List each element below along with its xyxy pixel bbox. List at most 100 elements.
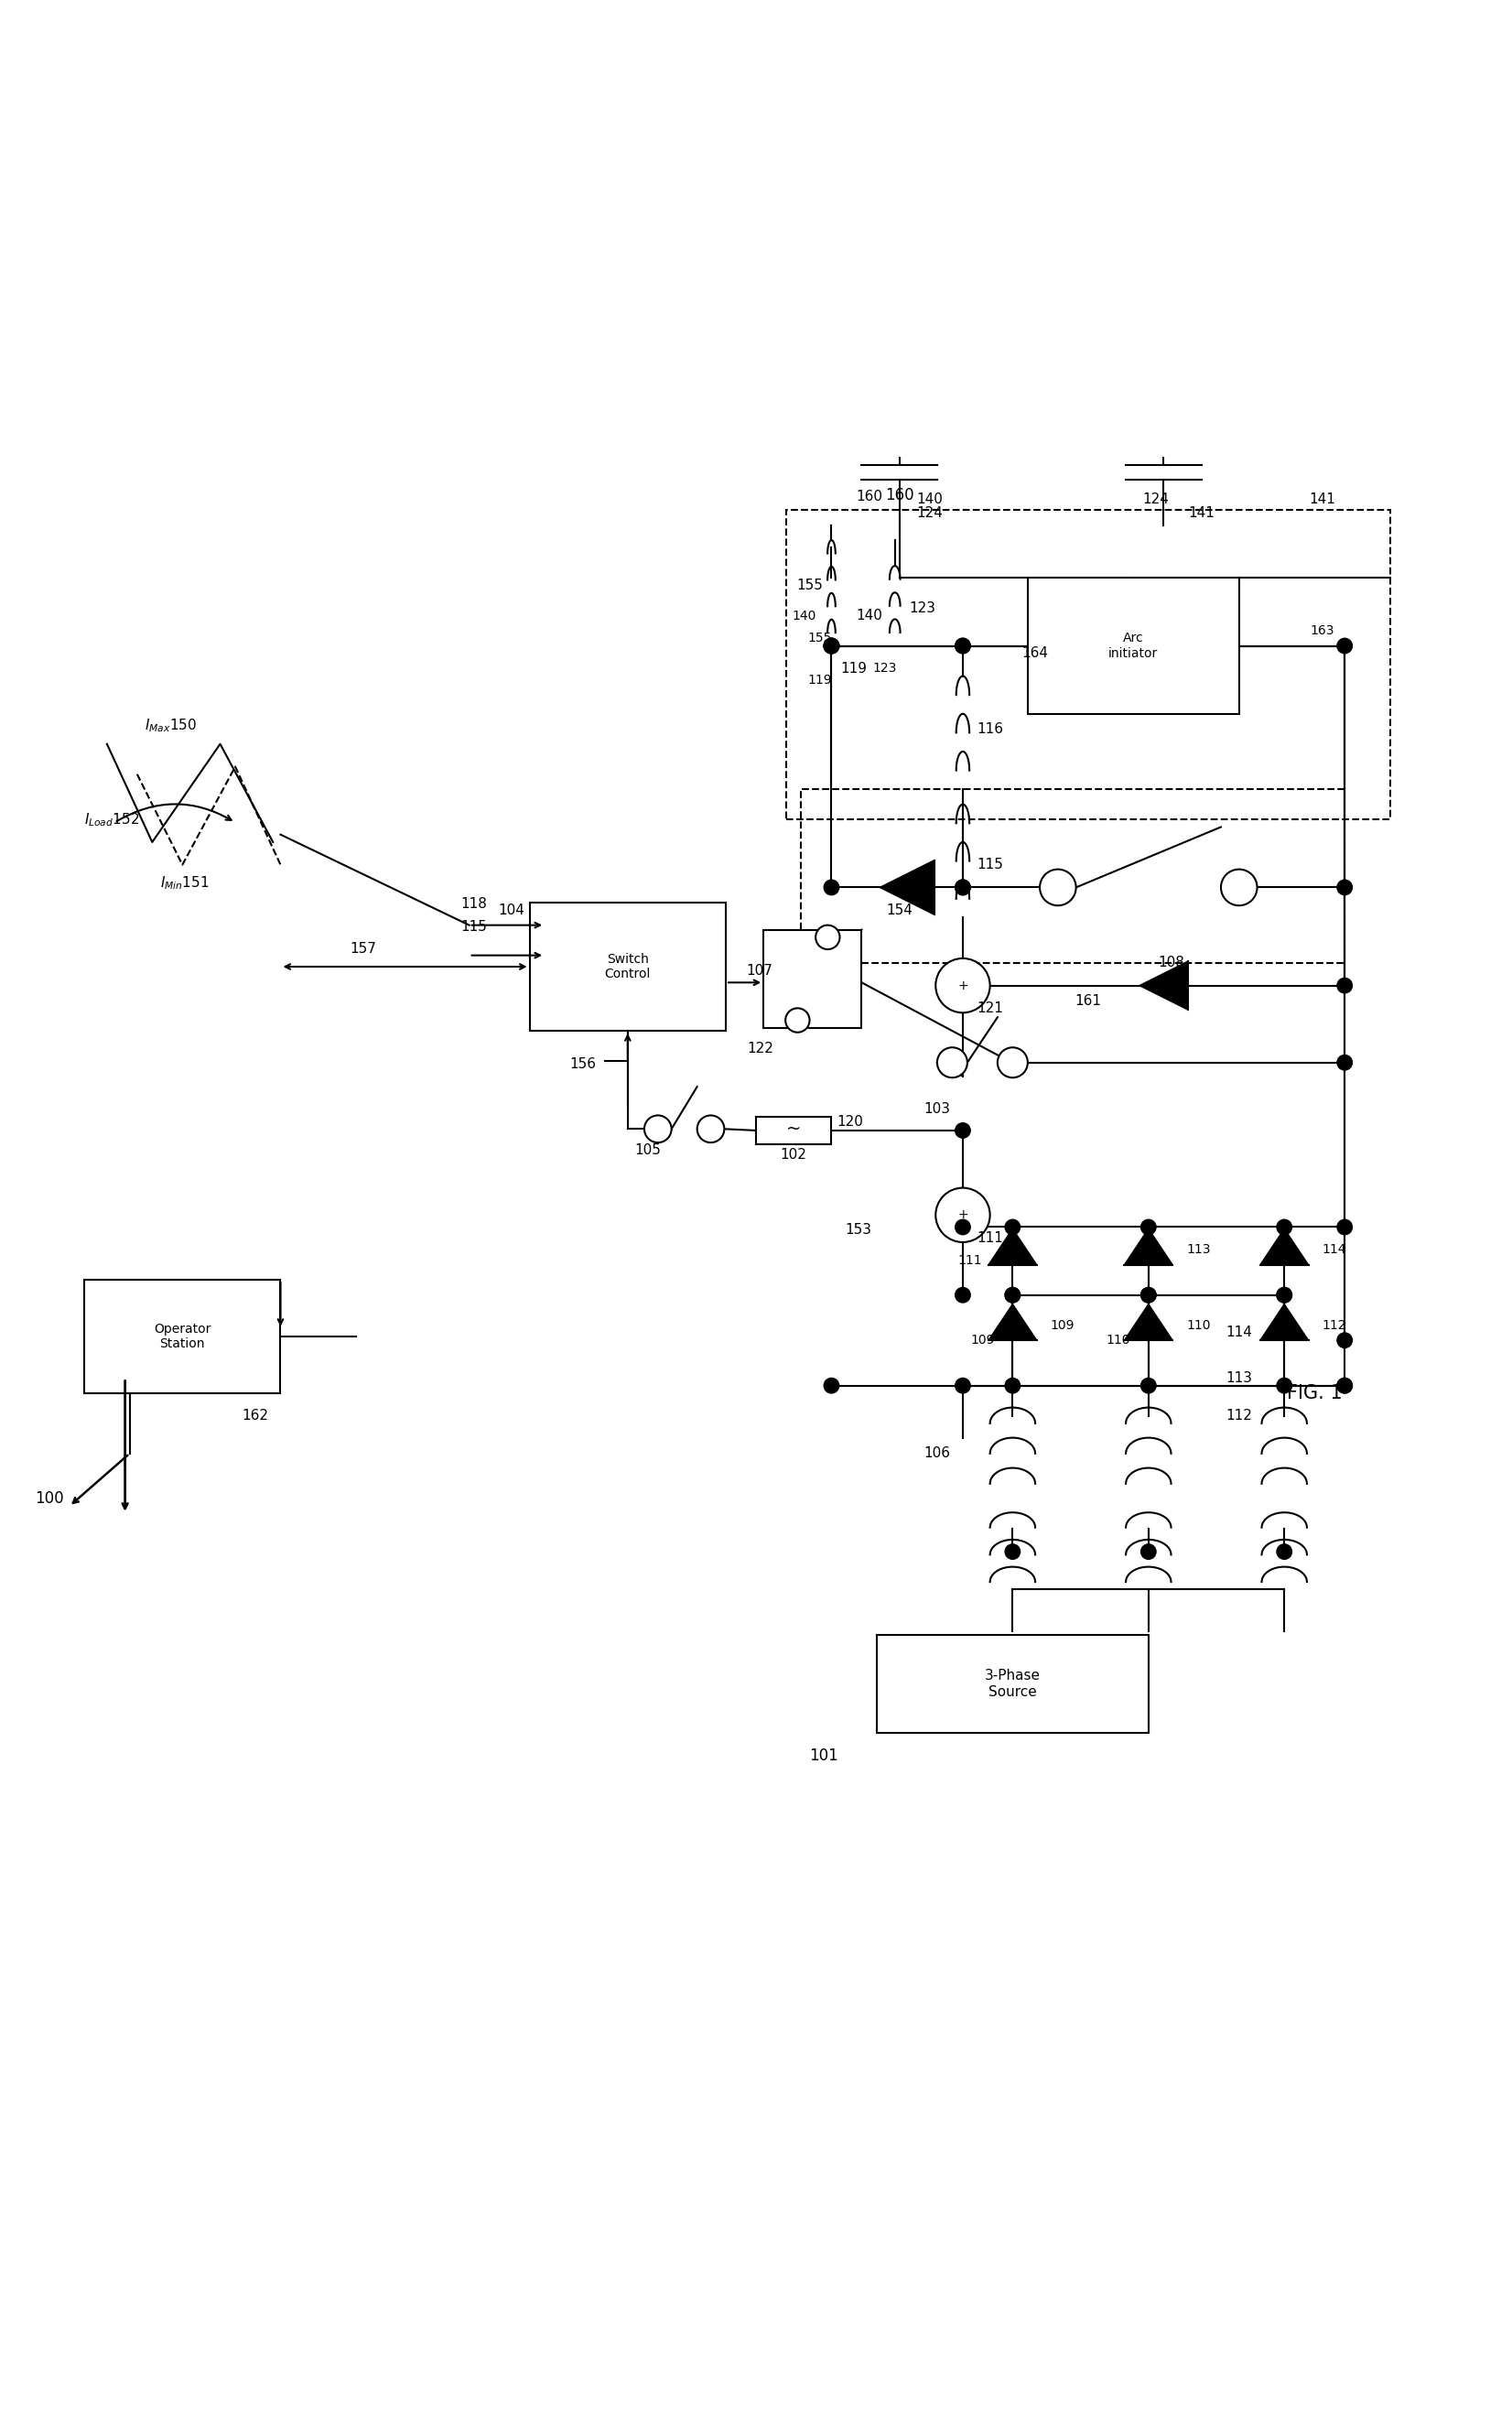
Text: FIG. 1: FIG. 1 — [1287, 1384, 1343, 1403]
Text: 124: 124 — [1143, 492, 1169, 507]
Text: 111: 111 — [959, 1253, 983, 1268]
FancyBboxPatch shape — [529, 902, 726, 1030]
Text: 123: 123 — [872, 662, 897, 674]
Polygon shape — [1140, 962, 1188, 1011]
Polygon shape — [1125, 1229, 1173, 1265]
Circle shape — [824, 638, 839, 654]
Circle shape — [1337, 1379, 1352, 1394]
Text: 156: 156 — [569, 1057, 596, 1071]
FancyBboxPatch shape — [764, 931, 862, 1028]
Text: 141: 141 — [1309, 492, 1335, 507]
Text: Arc
initiator: Arc initiator — [1108, 633, 1158, 659]
Text: $I_{Min}$151: $I_{Min}$151 — [160, 875, 209, 892]
Circle shape — [1337, 1379, 1352, 1394]
Text: 123: 123 — [909, 601, 936, 616]
Circle shape — [1337, 1333, 1352, 1348]
Circle shape — [1337, 1054, 1352, 1069]
Circle shape — [824, 638, 839, 654]
Circle shape — [1276, 1219, 1291, 1234]
Circle shape — [937, 1047, 968, 1079]
Text: 154: 154 — [886, 904, 913, 916]
Circle shape — [824, 880, 839, 894]
Circle shape — [1142, 1287, 1157, 1302]
Circle shape — [1337, 977, 1352, 994]
Circle shape — [1005, 1287, 1021, 1302]
Circle shape — [1276, 1287, 1291, 1302]
Text: 112: 112 — [1226, 1408, 1252, 1423]
Circle shape — [1276, 1379, 1291, 1394]
Text: 164: 164 — [1022, 647, 1048, 659]
Polygon shape — [1259, 1304, 1308, 1340]
Text: 118: 118 — [461, 897, 487, 911]
Polygon shape — [989, 1229, 1037, 1265]
Circle shape — [1337, 1219, 1352, 1234]
Text: $I_{Load}$152: $I_{Load}$152 — [85, 812, 139, 829]
Circle shape — [1005, 1544, 1021, 1559]
Text: 109: 109 — [1051, 1319, 1075, 1331]
Text: ~: ~ — [786, 1120, 801, 1137]
Circle shape — [1142, 1287, 1157, 1302]
Text: 160: 160 — [885, 487, 913, 504]
Text: 113: 113 — [1187, 1244, 1211, 1256]
Text: 140: 140 — [856, 608, 883, 623]
Polygon shape — [1125, 1304, 1173, 1340]
Text: 3-Phase
Source: 3-Phase Source — [984, 1670, 1040, 1699]
Text: 111: 111 — [977, 1231, 1002, 1244]
Text: 116: 116 — [977, 722, 1004, 737]
Text: 110: 110 — [1107, 1333, 1131, 1348]
Circle shape — [1337, 638, 1352, 654]
Circle shape — [956, 880, 971, 894]
Text: 140: 140 — [792, 608, 816, 623]
Circle shape — [824, 638, 839, 654]
Circle shape — [824, 1379, 839, 1394]
Text: 141: 141 — [1188, 507, 1214, 519]
Text: +: + — [957, 1210, 968, 1222]
Circle shape — [1142, 1544, 1157, 1559]
Text: 119: 119 — [841, 662, 868, 676]
Polygon shape — [989, 1304, 1037, 1340]
Text: 114: 114 — [1321, 1244, 1346, 1256]
Text: Switch
Control: Switch Control — [605, 953, 650, 979]
Text: 102: 102 — [780, 1149, 807, 1161]
Text: 161: 161 — [1075, 994, 1101, 1008]
Circle shape — [1142, 1379, 1157, 1394]
Text: 108: 108 — [1158, 955, 1184, 970]
Circle shape — [956, 1122, 971, 1137]
Circle shape — [824, 638, 839, 654]
Text: 101: 101 — [809, 1748, 839, 1765]
Circle shape — [956, 638, 971, 654]
Text: 121: 121 — [977, 1001, 1002, 1016]
Circle shape — [956, 1379, 971, 1394]
Text: 162: 162 — [242, 1408, 268, 1423]
Text: 155: 155 — [797, 579, 823, 591]
Circle shape — [998, 1047, 1028, 1079]
Text: 106: 106 — [924, 1447, 951, 1459]
Circle shape — [1276, 1544, 1291, 1559]
Text: 153: 153 — [845, 1224, 872, 1236]
Circle shape — [956, 638, 971, 654]
Circle shape — [1040, 870, 1077, 907]
Text: Operator
Station: Operator Station — [154, 1324, 212, 1350]
Text: 107: 107 — [745, 965, 773, 977]
Text: 124: 124 — [916, 507, 943, 519]
Text: 163: 163 — [1309, 625, 1334, 638]
Text: 104: 104 — [499, 904, 525, 916]
Text: 157: 157 — [351, 941, 376, 955]
Circle shape — [644, 1115, 671, 1142]
Circle shape — [956, 880, 971, 894]
Circle shape — [956, 1219, 971, 1234]
Circle shape — [697, 1115, 724, 1142]
Text: 115: 115 — [977, 858, 1002, 873]
Circle shape — [785, 1008, 809, 1033]
Circle shape — [936, 957, 990, 1013]
Polygon shape — [880, 861, 934, 914]
Circle shape — [956, 1287, 971, 1302]
Circle shape — [1005, 1379, 1021, 1394]
Text: 120: 120 — [836, 1115, 863, 1127]
Text: 155: 155 — [807, 633, 832, 645]
Text: +: + — [957, 979, 968, 991]
Text: 140: 140 — [916, 492, 943, 507]
Text: $I_{Max}$150: $I_{Max}$150 — [145, 718, 197, 734]
Text: 122: 122 — [747, 1042, 774, 1057]
Text: 109: 109 — [971, 1333, 995, 1348]
